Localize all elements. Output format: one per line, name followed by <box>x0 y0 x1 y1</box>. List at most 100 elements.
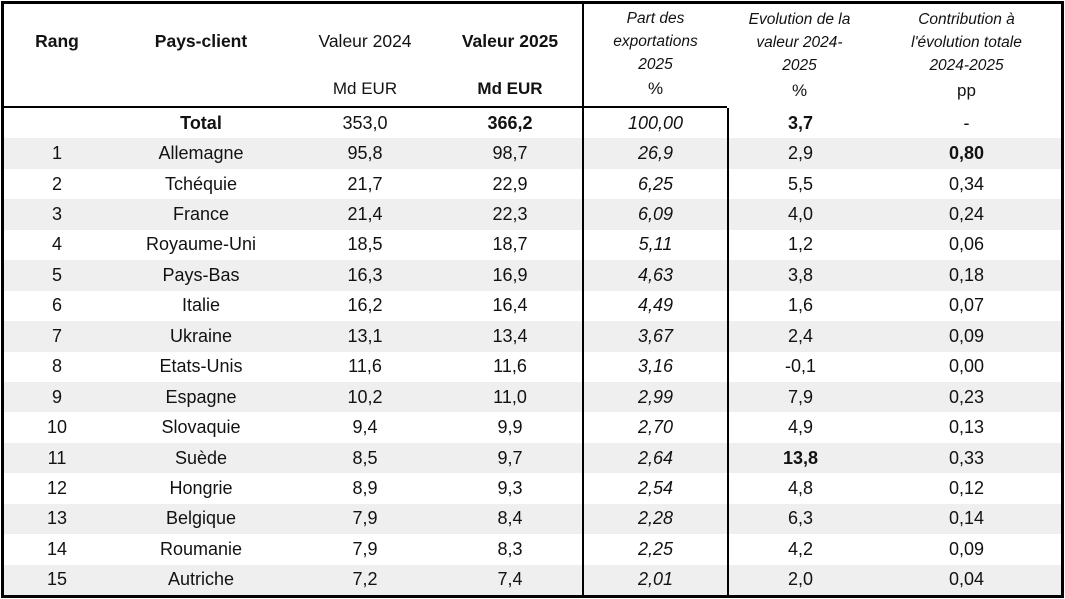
cell-v2025: 9,3 <box>497 477 523 498</box>
cell-rank: 11 <box>47 447 67 468</box>
cell-part: 2,01 <box>582 564 727 595</box>
cell-country: Roumanie <box>159 538 243 559</box>
cell-part: 2,28 <box>582 503 727 535</box>
cell-evol: 7,9 <box>727 381 872 413</box>
table-row: 1 Allemagne 95,8 98,7 26,9 2,9 0,80 <box>4 138 1061 169</box>
cell-country: Hongrie <box>169 477 233 498</box>
cell-contrib: 0,12 <box>948 477 985 498</box>
cell-evol: 4,2 <box>727 534 872 565</box>
cell-v2025: 366,2 <box>487 112 533 133</box>
cell-evol: 3,8 <box>727 260 872 291</box>
cell-contrib: 0,18 <box>948 264 985 285</box>
table-row: 5 Pays-Bas 16,3 16,9 4,63 3,8 0,18 <box>4 260 1061 291</box>
cell-v2024: 10,2 <box>347 386 383 407</box>
column-unit-rang <box>4 79 110 106</box>
cell-v2024: 9,4 <box>352 417 378 438</box>
cell-evol: 3,7 <box>727 108 872 139</box>
column-label-evolution-valeur: Evolution de la valeur 2024-2025 <box>748 10 851 75</box>
column-label-valeur-2024: Valeur 2024 <box>318 31 412 52</box>
cell-country: Belgique <box>165 508 237 529</box>
cell-part: 2,54 <box>582 473 727 504</box>
cell-country: Ukraine <box>169 325 233 346</box>
table-row: 12 Hongrie 8,9 9,3 2,54 4,8 0,12 <box>4 473 1061 504</box>
cell-contrib: 0,24 <box>948 204 985 225</box>
cell-v2024: 11,6 <box>348 356 382 377</box>
cell-rank: 7 <box>51 325 62 346</box>
cell-part: 4,63 <box>582 260 727 291</box>
cell-v2025: 16,4 <box>492 295 528 316</box>
table-row: 14 Roumanie 7,9 8,3 2,25 4,2 0,09 <box>4 534 1061 565</box>
column-unit-valeur-2025: Md EUR <box>477 79 543 98</box>
cell-v2025: 8,3 <box>497 538 523 559</box>
column-header-pays-client: Pays-client <box>110 4 292 108</box>
cell-part: 100,00 <box>582 108 727 139</box>
column-label-part-exportations: Part des exportations 2025 <box>613 9 698 74</box>
cell-v2024: 18,5 <box>347 234 383 255</box>
table-row: 7 Ukraine 13,1 13,4 3,67 2,4 0,09 <box>4 321 1061 352</box>
column-header-evolution-valeur: Evolution de la valeur 2024-2025 % <box>727 4 872 108</box>
cell-country: Autriche <box>167 569 235 590</box>
column-header-valeur-2025: Valeur 2025 Md EUR <box>438 4 582 108</box>
cell-v2025: 9,7 <box>497 447 523 468</box>
column-label-pays-client: Pays-client <box>154 31 248 52</box>
cell-part: 2,99 <box>582 381 727 413</box>
cell-evol: 13,8 <box>727 442 872 474</box>
table-row: 15 Autriche 7,2 7,4 2,01 2,0 0,04 <box>4 564 1061 595</box>
cell-v2025: 22,3 <box>492 204 528 225</box>
cell-v2024: 21,7 <box>347 173 383 194</box>
cell-part: 3,67 <box>582 321 727 352</box>
cell-rank: 2 <box>51 173 62 194</box>
column-header-part-exportations: Part des exportations 2025 % <box>582 4 727 108</box>
cell-evol: 1,2 <box>727 229 872 261</box>
cell-part: 2,64 <box>582 442 727 474</box>
cell-evol: 2,0 <box>727 564 872 595</box>
cell-v2025: 22,9 <box>492 173 528 194</box>
cell-country: Royaume-Uni <box>145 234 257 255</box>
table-row: 13 Belgique 7,9 8,4 2,28 6,3 0,14 <box>4 503 1061 535</box>
table-row: 6 Italie 16,2 16,4 4,49 1,6 0,07 <box>4 290 1061 322</box>
column-header-rang: Rang <box>4 4 110 108</box>
cell-v2024: 16,2 <box>347 295 383 316</box>
cell-evol: 6,3 <box>727 503 872 535</box>
cell-country: Allemagne <box>158 143 244 164</box>
cell-evol: 4,0 <box>727 199 872 230</box>
cell-contrib: 0,33 <box>948 447 985 468</box>
table-body: Total 353,0 366,2 100,00 3,7-1 Allemagne 95,8 9… <box>4 108 1061 595</box>
cell-rank: 1 <box>51 143 62 164</box>
cell-country: Italie <box>181 295 221 316</box>
cell-contrib: 0,09 <box>948 538 985 559</box>
column-unit-part-exportations: % <box>647 79 664 98</box>
cell-v2024: 8,5 <box>352 447 378 468</box>
table-row: 9 Espagne 10,2 11,0 2,99 7,9 0,23 <box>4 381 1061 413</box>
cell-contrib: 0,09 <box>948 325 985 346</box>
cell-contrib: - <box>963 112 970 133</box>
cell-part: 2,70 <box>582 412 727 443</box>
cell-contrib: 0,23 <box>948 386 985 407</box>
column-unit-evolution-valeur: % <box>791 81 808 100</box>
table-row: Total 353,0 366,2 100,00 3,7 - <box>4 108 1061 139</box>
cell-contrib: 0,06 <box>948 234 985 255</box>
cell-country: Pays-Bas <box>162 264 240 285</box>
cell-rank: 8 <box>51 356 62 377</box>
cell-evol: 4,8 <box>727 473 872 504</box>
cell-v2025: 11,6 <box>493 356 527 377</box>
cell-v2024: 16,3 <box>347 264 383 285</box>
column-header-contribution-evolution: Contribution à l'évolution totale 2024-2… <box>872 4 1061 108</box>
table-row: 3 France 21,4 22,3 6,09 4,0 0,24 <box>4 199 1061 230</box>
cell-v2024: 95,8 <box>347 143 383 164</box>
cell-evol: 1,6 <box>727 290 872 322</box>
cell-part: 6,25 <box>582 168 727 200</box>
column-label-rang: Rang <box>35 31 79 52</box>
cell-v2024: 13,1 <box>347 325 383 346</box>
cell-v2025: 16,9 <box>492 264 528 285</box>
cell-evol: 4,9 <box>727 412 872 443</box>
cell-contrib: 0,07 <box>948 295 985 316</box>
table-header-row: Rang Pays-client Valeur 2024 Md EUR Vale… <box>4 4 1061 108</box>
column-label-valeur-2025: Valeur 2025 <box>461 31 559 52</box>
cell-evol: 5,5 <box>727 168 872 200</box>
cell-v2024: 21,4 <box>347 204 383 225</box>
cell-country: France <box>172 204 230 225</box>
cell-rank: 10 <box>46 417 68 438</box>
column-unit-contribution-evolution: pp <box>957 81 976 100</box>
